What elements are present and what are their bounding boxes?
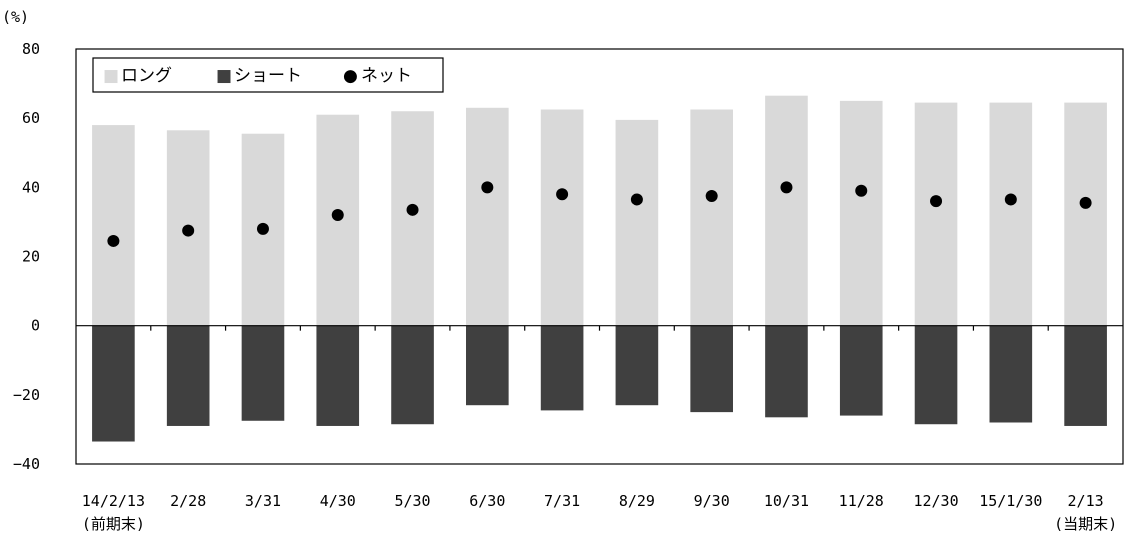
short-bars: [92, 325, 1107, 442]
short-bar: [765, 325, 808, 418]
short-bar: [316, 325, 360, 426]
long-bar: [615, 119, 659, 326]
short-bar: [540, 325, 584, 411]
y-tick-label: −20: [13, 386, 40, 404]
net-point: [331, 209, 344, 221]
net-point: [1004, 193, 1017, 206]
short-bar: [914, 325, 958, 425]
short-bar: [92, 325, 135, 442]
short-bar: [241, 325, 285, 421]
net-point: [780, 181, 793, 194]
y-tick-label: 60: [22, 109, 40, 127]
x-tick-label: 9/30: [694, 492, 730, 510]
long-bar: [92, 125, 135, 326]
x-tick-sublabel: (前期末): [82, 515, 145, 533]
x-tick-label: 14/2/13: [82, 492, 145, 510]
net-point: [705, 189, 718, 202]
legend-long-marker: ■: [103, 66, 119, 86]
x-tick-label: 11/28: [839, 492, 884, 510]
x-tick-label: 7/31: [544, 492, 580, 510]
net-point: [930, 195, 943, 208]
legend: ■ ロング ■ ショート ● ネット: [92, 57, 444, 93]
x-tick-label: 8/29: [619, 492, 655, 510]
x-tick-sublabel: (当期末): [1054, 515, 1117, 533]
x-tick-label: 5/30: [394, 492, 430, 510]
x-axis-tick-labels: 14/2/13 (前期末) 2/28 3/31 4/30 5/30 6/30 7/31 8/29…: [82, 492, 1117, 533]
long-bar: [765, 95, 808, 326]
net-point: [556, 188, 569, 201]
legend-net-label: ネット: [361, 66, 412, 86]
net-markers: [107, 181, 1092, 247]
net-point: [1079, 196, 1092, 209]
short-bar: [391, 325, 434, 425]
y-tick-label: 80: [22, 40, 40, 58]
x-tick-label: 2/28: [170, 492, 206, 510]
short-bar: [690, 325, 733, 413]
legend-long-label: ロング: [121, 66, 172, 86]
long-bars: [92, 95, 1107, 326]
net-point: [481, 181, 494, 194]
x-tick-label: 3/31: [245, 492, 281, 510]
legend-box: [92, 57, 444, 93]
long-bar: [466, 107, 509, 326]
long-bar: [914, 102, 958, 326]
net-point: [855, 184, 868, 197]
x-tick-label: 15/1/30: [979, 492, 1042, 510]
short-bar: [839, 325, 883, 416]
y-axis-tick-labels: 80 60 40 20 0 −20 −40: [13, 40, 40, 473]
long-bar: [690, 109, 733, 326]
y-tick-label: 20: [22, 248, 40, 266]
net-point: [406, 203, 419, 216]
long-bar: [989, 102, 1033, 326]
short-bar: [615, 325, 659, 406]
x-tick-label: 2/13: [1068, 492, 1104, 510]
net-point: [182, 224, 195, 237]
x-tick-label: 4/30: [320, 492, 356, 510]
long-bar: [391, 111, 434, 326]
legend-net-marker: ●: [343, 66, 358, 86]
net-point: [107, 234, 120, 247]
x-tick-label: 10/31: [764, 492, 809, 510]
y-unit-label: (%): [2, 8, 29, 26]
legend-short-label: ショート: [234, 66, 302, 86]
plot-area-frame: [75, 48, 1124, 465]
long-bar: [1064, 102, 1107, 326]
short-bar: [1064, 325, 1107, 426]
long-bar: [839, 100, 883, 326]
net-point: [256, 222, 269, 235]
y-tick-label: −40: [13, 455, 40, 473]
y-tick-label: 40: [22, 178, 40, 196]
long-bar: [540, 109, 584, 326]
y-tick-label: 0: [31, 317, 40, 335]
legend-short-marker: ■: [216, 66, 232, 86]
net-point: [630, 193, 643, 206]
short-bar: [989, 325, 1033, 423]
x-tick-label: 12/30: [913, 492, 958, 510]
x-axis-ticks: [150, 325, 1049, 331]
x-tick-label: 6/30: [469, 492, 505, 510]
short-bar: [166, 325, 210, 426]
short-bar: [466, 325, 509, 406]
